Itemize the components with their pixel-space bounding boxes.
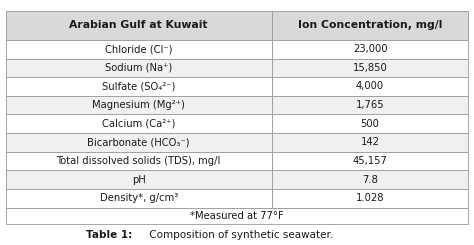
Text: 45,157: 45,157 xyxy=(353,156,387,166)
Text: Sodium (Na⁺): Sodium (Na⁺) xyxy=(105,63,173,73)
Bar xyxy=(272,114,468,133)
Bar xyxy=(272,59,468,77)
Text: 1.028: 1.028 xyxy=(356,193,384,203)
Text: 15,850: 15,850 xyxy=(353,63,387,73)
Bar xyxy=(272,189,468,208)
Text: 142: 142 xyxy=(361,137,380,147)
Text: *Measured at 77°F: *Measured at 77°F xyxy=(190,211,284,221)
Text: 500: 500 xyxy=(361,119,380,129)
Text: Bicarbonate (HCO₃⁻): Bicarbonate (HCO₃⁻) xyxy=(87,137,190,147)
Bar xyxy=(272,133,468,152)
Bar xyxy=(6,170,272,189)
Bar xyxy=(272,152,468,170)
Text: Magnesium (Mg²⁺): Magnesium (Mg²⁺) xyxy=(92,100,185,110)
Bar xyxy=(6,11,272,40)
Text: Density*, g/cm³: Density*, g/cm³ xyxy=(100,193,178,203)
Text: Table 1:: Table 1: xyxy=(86,230,133,240)
Bar xyxy=(6,189,272,208)
Text: Sulfate (SO₄²⁻): Sulfate (SO₄²⁻) xyxy=(102,82,175,91)
Text: pH: pH xyxy=(132,175,146,184)
Bar xyxy=(6,59,272,77)
Text: Chloride (Cl⁻): Chloride (Cl⁻) xyxy=(105,44,173,54)
Bar xyxy=(272,77,468,96)
Text: Total dissolved solids (TDS), mg/l: Total dissolved solids (TDS), mg/l xyxy=(56,156,221,166)
Bar xyxy=(272,170,468,189)
Bar xyxy=(6,208,468,224)
Bar xyxy=(272,96,468,114)
Bar xyxy=(6,77,272,96)
Bar xyxy=(6,152,272,170)
Text: 4,000: 4,000 xyxy=(356,82,384,91)
Bar xyxy=(272,11,468,40)
Text: 23,000: 23,000 xyxy=(353,44,387,54)
Text: Arabian Gulf at Kuwait: Arabian Gulf at Kuwait xyxy=(70,21,208,30)
Text: Calcium (Ca²⁺): Calcium (Ca²⁺) xyxy=(102,119,175,129)
Bar xyxy=(6,40,272,59)
Text: 7.8: 7.8 xyxy=(362,175,378,184)
Bar xyxy=(6,96,272,114)
Text: Composition of synthetic seawater.: Composition of synthetic seawater. xyxy=(146,230,333,240)
Bar xyxy=(272,40,468,59)
Bar xyxy=(6,133,272,152)
Text: 1,765: 1,765 xyxy=(356,100,384,110)
Text: Ion Concentration, mg/l: Ion Concentration, mg/l xyxy=(298,21,442,30)
Bar xyxy=(6,114,272,133)
